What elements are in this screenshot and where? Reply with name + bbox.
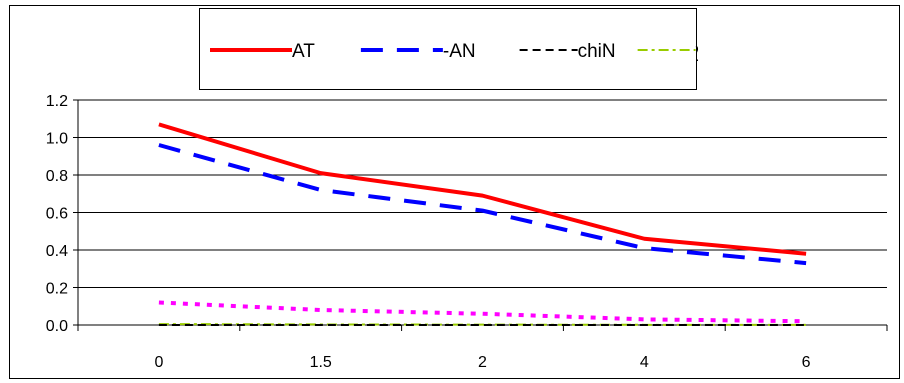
x-tick-label: 4: [640, 354, 649, 371]
legend-label: AT: [292, 41, 315, 62]
legend-label: -AN: [443, 41, 476, 62]
x-tick-label: 6: [802, 354, 811, 371]
series-line-an: [158, 143, 807, 266]
legend-label: chiN: [578, 41, 616, 62]
x-tick-label: 1.5: [310, 354, 332, 371]
x-tick-label: 0: [154, 354, 163, 371]
y-tick-label: 0.0: [46, 318, 68, 335]
y-tick-label: 0.2: [46, 281, 68, 298]
series-line-at: [158, 122, 807, 256]
legend-label: ys: [696, 41, 698, 62]
y-tick-label: 1.2: [46, 93, 68, 110]
chart-legend: AT-ANchiNys-y: [199, 8, 817, 90]
y-tick-label: 0.8: [46, 168, 68, 185]
x-tick-label: 2: [478, 354, 487, 371]
y-tick-label: 1.0: [46, 131, 68, 148]
y-tick-label: 0.4: [46, 243, 68, 260]
y-tick-label: 0.6: [46, 206, 68, 223]
series-line-y: [158, 300, 807, 324]
